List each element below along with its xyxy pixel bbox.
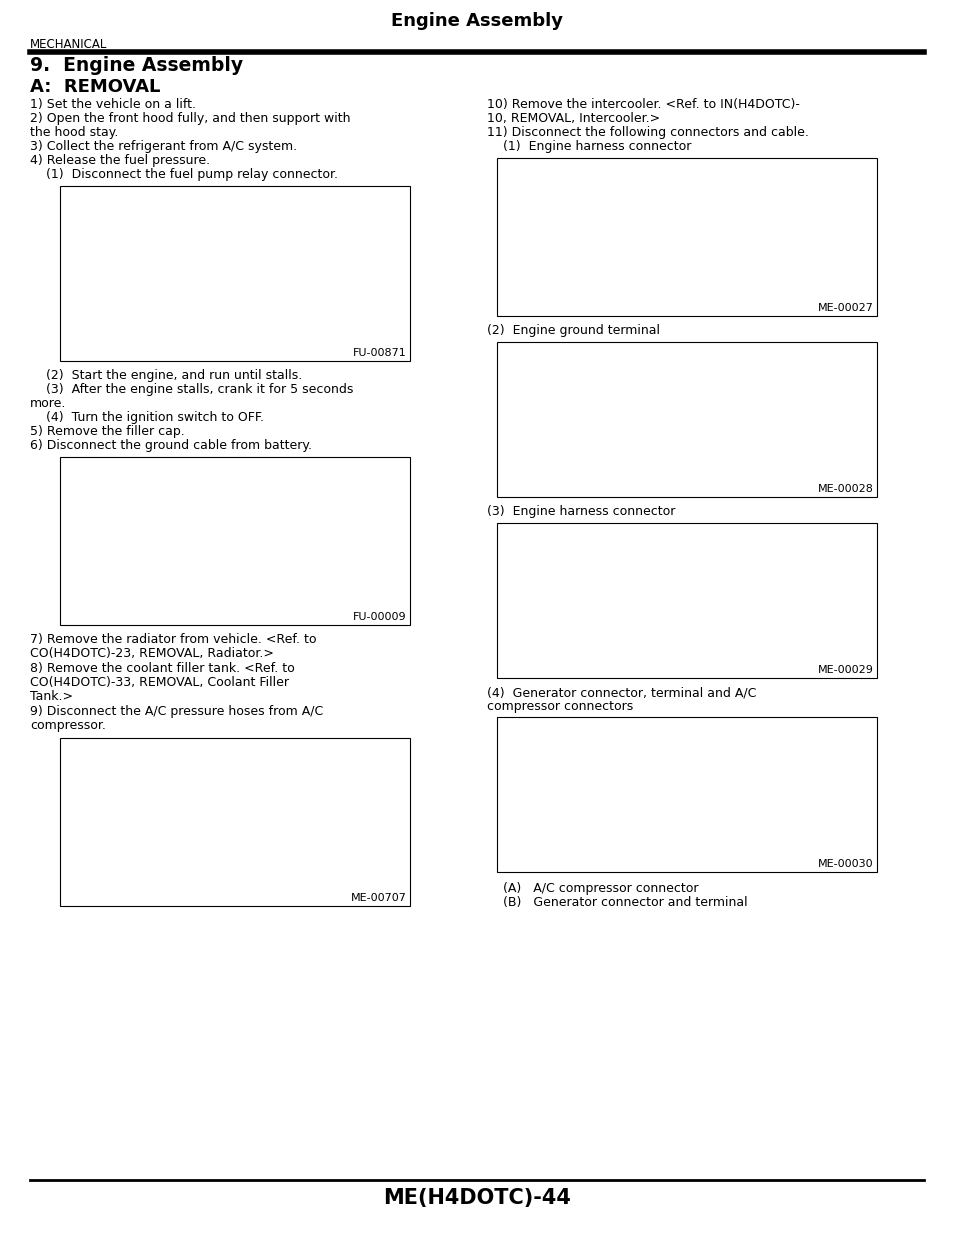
Bar (497, 158, 876, 316)
Text: MECHANICAL: MECHANICAL (30, 38, 108, 51)
Text: 10, REMOVAL, Intercooler.>: 10, REMOVAL, Intercooler.> (486, 112, 659, 125)
Text: (4)  Turn the ignition switch to OFF.: (4) Turn the ignition switch to OFF. (30, 411, 264, 424)
Text: (1)  Engine harness connector: (1) Engine harness connector (486, 140, 691, 153)
Text: (B)   Generator connector and terminal: (B) Generator connector and terminal (486, 897, 747, 909)
Text: 2) Open the front hood fully, and then support with: 2) Open the front hood fully, and then s… (30, 112, 350, 125)
Text: CO(H4DOTC)-33, REMOVAL, Coolant Filler: CO(H4DOTC)-33, REMOVAL, Coolant Filler (30, 676, 289, 689)
Text: Engine Assembly: Engine Assembly (391, 12, 562, 30)
Text: 8) Remove the coolant filler tank. <Ref. to: 8) Remove the coolant filler tank. <Ref.… (30, 662, 294, 676)
Text: (3)  After the engine stalls, crank it for 5 seconds: (3) After the engine stalls, crank it fo… (30, 383, 353, 396)
Text: 3) Collect the refrigerant from A/C system.: 3) Collect the refrigerant from A/C syst… (30, 140, 296, 153)
Bar (60, 739, 410, 906)
Text: (A)   A/C compressor connector: (A) A/C compressor connector (486, 882, 698, 895)
Text: FU-00009: FU-00009 (353, 613, 407, 622)
Text: CO(H4DOTC)-23, REMOVAL, Radiator.>: CO(H4DOTC)-23, REMOVAL, Radiator.> (30, 647, 274, 659)
Text: 1) Set the vehicle on a lift.: 1) Set the vehicle on a lift. (30, 98, 195, 111)
Text: ME-00030: ME-00030 (818, 860, 873, 869)
Text: ME-00707: ME-00707 (351, 893, 407, 903)
Text: 4) Release the fuel pressure.: 4) Release the fuel pressure. (30, 154, 210, 167)
Text: the hood stay.: the hood stay. (30, 126, 118, 140)
Text: 5) Remove the filler cap.: 5) Remove the filler cap. (30, 425, 185, 438)
Text: compressor connectors: compressor connectors (486, 700, 633, 713)
Text: more.: more. (30, 396, 67, 410)
Text: 6) Disconnect the ground cable from battery.: 6) Disconnect the ground cable from batt… (30, 438, 312, 452)
Text: A:  REMOVAL: A: REMOVAL (30, 78, 160, 96)
Text: ME-00028: ME-00028 (818, 484, 873, 494)
Text: 10) Remove the intercooler. <Ref. to IN(H4DOTC)-: 10) Remove the intercooler. <Ref. to IN(… (486, 98, 799, 111)
Text: ME-00027: ME-00027 (818, 303, 873, 312)
Text: (2)  Engine ground terminal: (2) Engine ground terminal (486, 324, 659, 337)
Bar (497, 718, 876, 872)
Text: (2)  Start the engine, and run until stalls.: (2) Start the engine, and run until stal… (30, 369, 302, 382)
Bar (60, 457, 410, 625)
Bar (497, 342, 876, 496)
Text: ME(H4DOTC)-44: ME(H4DOTC)-44 (383, 1188, 570, 1208)
Text: 7) Remove the radiator from vehicle. <Ref. to: 7) Remove the radiator from vehicle. <Re… (30, 634, 316, 646)
Text: ME-00029: ME-00029 (818, 664, 873, 676)
Bar (60, 186, 410, 361)
Text: FU-00871: FU-00871 (353, 348, 407, 358)
Text: 9.  Engine Assembly: 9. Engine Assembly (30, 56, 243, 75)
Text: (4)  Generator connector, terminal and A/C: (4) Generator connector, terminal and A/… (486, 685, 756, 699)
Text: compressor.: compressor. (30, 719, 106, 732)
Bar (497, 522, 876, 678)
Text: (3)  Engine harness connector: (3) Engine harness connector (486, 505, 675, 517)
Text: 9) Disconnect the A/C pressure hoses from A/C: 9) Disconnect the A/C pressure hoses fro… (30, 705, 323, 718)
Text: Tank.>: Tank.> (30, 690, 73, 703)
Text: 11) Disconnect the following connectors and cable.: 11) Disconnect the following connectors … (486, 126, 808, 140)
Text: (1)  Disconnect the fuel pump relay connector.: (1) Disconnect the fuel pump relay conne… (30, 168, 337, 182)
